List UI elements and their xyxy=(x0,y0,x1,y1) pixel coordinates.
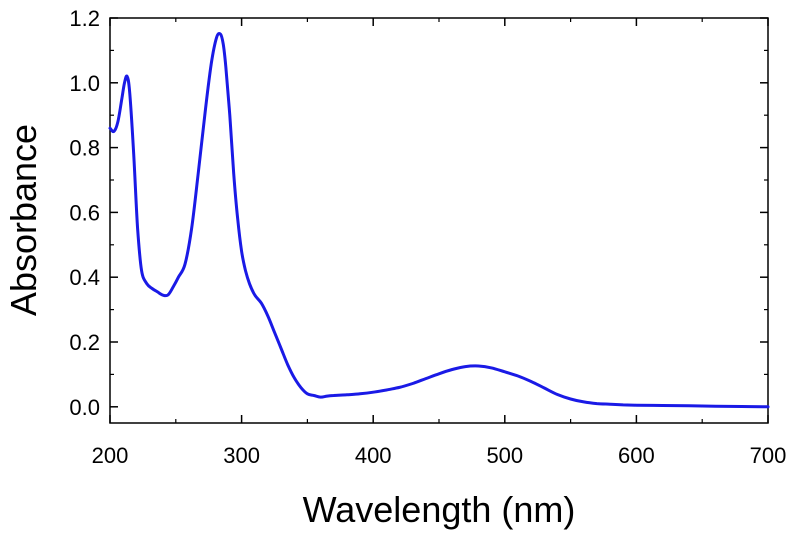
x-tick-label: 200 xyxy=(92,443,129,468)
y-axis-title: Absorbance xyxy=(3,124,44,316)
x-tick-label: 600 xyxy=(618,443,655,468)
y-tick-label: 0.8 xyxy=(69,136,100,161)
y-tick-label: 0.0 xyxy=(69,395,100,420)
x-tick-label: 500 xyxy=(486,443,523,468)
y-tick-label: 0.4 xyxy=(69,265,100,290)
series-group xyxy=(108,31,770,409)
x-axis-title: Wavelength (nm) xyxy=(303,489,576,530)
y-tick-label: 1.0 xyxy=(69,71,100,96)
y-tick-label: 0.2 xyxy=(69,330,100,355)
absorbance-line xyxy=(108,31,770,409)
y-tick-label: 1.2 xyxy=(69,6,100,31)
x-tick-label: 400 xyxy=(355,443,392,468)
tick-labels: 200 300 400 500 600 700 0.0 0.2 0.4 0.6 0.8 1.0 1.2 xyxy=(69,6,786,468)
x-tick-label: 300 xyxy=(223,443,260,468)
y-tick-label: 0.6 xyxy=(69,200,100,225)
x-tick-label: 700 xyxy=(750,443,787,468)
